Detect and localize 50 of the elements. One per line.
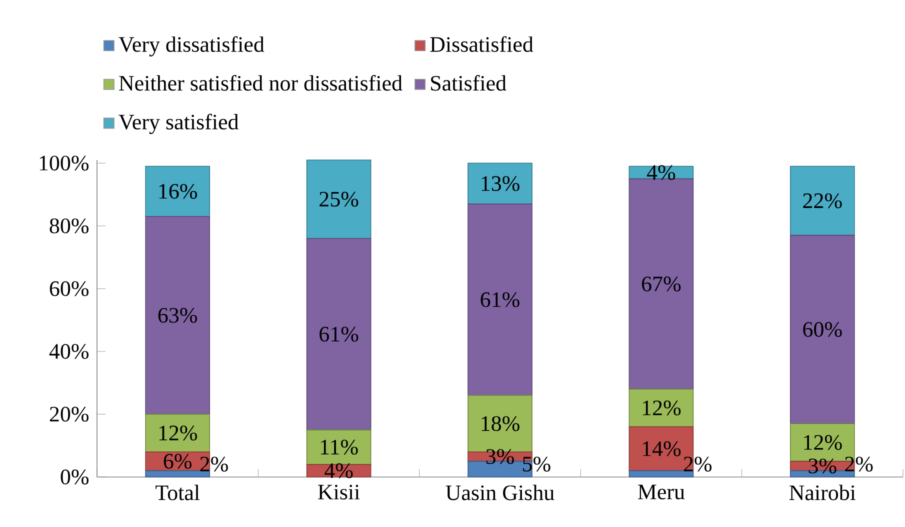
data-label: 3% (486, 449, 514, 464)
x-tick-label: Total (156, 484, 200, 500)
bar (145, 470, 210, 478)
y-tick-label: 60% (50, 281, 89, 296)
y-tick-label: 80% (50, 218, 89, 234)
legend-label: Satisfied (431, 74, 506, 91)
bar (306, 160, 372, 239)
data-label: 12% (159, 426, 198, 441)
legend-label: Dissatisfied (430, 36, 534, 52)
bar (145, 166, 210, 217)
legend-label: Neither satisfied nor dissatisfied (119, 74, 402, 91)
data-label: 11% (320, 440, 358, 455)
x-tick-label: Uasin Gishu (446, 484, 554, 500)
data-label: 61% (320, 326, 358, 342)
legend-label: Very satisfied (118, 114, 239, 134)
data-label: 25% (320, 192, 358, 207)
data-label: 3% (808, 458, 836, 474)
x-tick-label: Kisii (318, 484, 360, 500)
data-label: 12% (804, 435, 842, 450)
y-tick-label: 40% (49, 344, 89, 359)
bar (790, 234, 855, 424)
data-label: 16% (159, 184, 198, 199)
data-label: 6% (164, 454, 192, 469)
data-label: 4% (324, 463, 353, 478)
data-label: 67% (642, 276, 681, 292)
data-label: 4% (646, 165, 676, 180)
data-label: 60% (803, 322, 842, 337)
bar (790, 166, 855, 236)
x-tick-label: Meru (638, 484, 685, 500)
bar (468, 204, 532, 396)
bar (306, 238, 372, 430)
bar (306, 430, 372, 465)
bar (468, 162, 532, 204)
bar (628, 178, 694, 390)
y-tick-label: 20% (50, 406, 89, 422)
y-tick-label: 0% (60, 470, 89, 484)
data-label: 18% (482, 416, 520, 432)
data-label: 13% (482, 176, 520, 191)
x-tick-label: Nairobi (789, 484, 856, 500)
data-label: 12% (642, 400, 681, 416)
data-label: 14% (642, 441, 681, 456)
legend-label: Very dissatisfied (118, 36, 264, 56)
data-label: 63% (158, 308, 198, 323)
data-label: 61% (480, 292, 520, 308)
bar (145, 216, 210, 415)
bar (628, 388, 694, 428)
bar (628, 470, 694, 478)
data-label: 22% (803, 193, 842, 208)
bar (145, 414, 210, 452)
y-tick-label: 100% (40, 156, 89, 171)
